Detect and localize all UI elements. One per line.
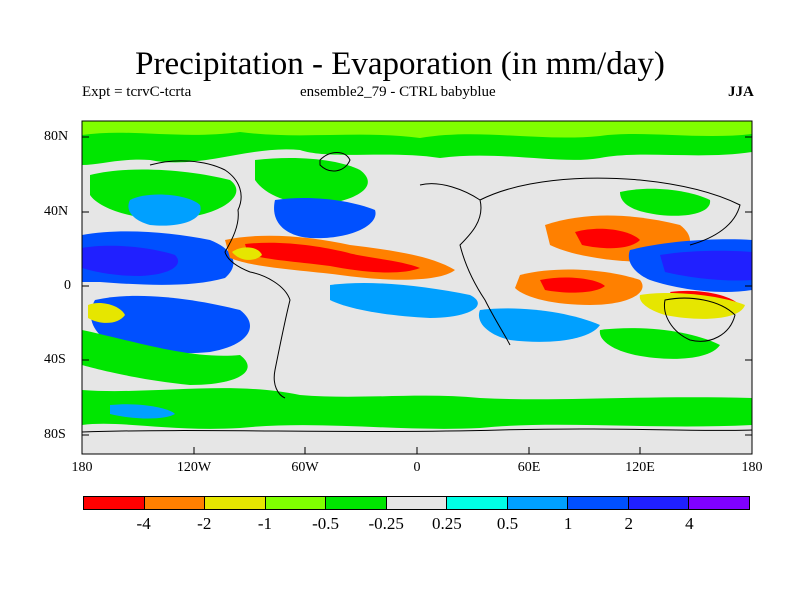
colorbar-swatch [447,497,508,509]
region-sind-blue [478,308,600,342]
coast-australia [663,297,736,342]
coast-antarctica [81,428,753,433]
colorbar-swatch [628,497,690,509]
region-npac-blue [128,194,201,226]
colorbar-swatch [507,497,569,509]
colorbar-swatch [326,497,387,509]
region-itcz-red [245,242,420,273]
colorbar-label: 2 [624,514,633,533]
map-field [82,121,752,454]
lon-tick-180w: 180 [71,460,93,475]
colorbar-label: -0.25 [368,514,404,533]
colorbar-label: -4 [136,514,151,533]
season-label: JJA [728,84,754,100]
chart-title: Precipitation - Evaporation (in mm/day) [135,46,665,82]
colorbar-label: -0.5 [312,514,339,533]
lon-tick-120e: 120E [625,460,655,475]
region-spac-green [82,330,248,385]
colorbar [83,496,750,510]
lon-tick-120w: 120W [176,460,212,475]
lon-ticks [81,447,753,454]
region-southern-blue [110,404,175,419]
lon-tick-60e: 60E [517,460,541,475]
colorbar-label: 4 [685,514,694,533]
colorbar-swatch [84,497,145,509]
coast-eurasia [479,177,741,246]
region-north-light [82,121,752,138]
region-spac-blue [90,295,250,354]
colorbar-label: 1 [563,514,573,533]
ensemble-label: ensemble2_79 - CTRL babyblue [300,84,496,100]
coast-greenland [319,152,351,172]
experiment-label: Expt = tcrvC-tcrta [82,84,192,100]
lon-tick-0: 0 [413,460,421,475]
lat-tick-40n: 40N [44,204,69,219]
coast-south-america [249,271,291,399]
colorbar-swatch [568,497,629,509]
coast-europe-africa [419,183,511,346]
region-natl-blue [274,198,376,239]
colorbar-label: -1 [257,514,272,533]
region-wpac-deep [660,250,752,281]
lat-tick-80s: 80S [44,427,66,442]
region-monsoon-red [575,228,640,249]
colorbar-swatch [205,497,266,509]
region-sind-green [599,328,720,359]
region-southern-green [82,388,752,429]
colorbar-swatch [386,497,448,509]
lat-tick-80n: 80N [44,129,69,144]
lon-tick-60w: 60W [291,460,319,475]
lon-tick-180e: 180 [741,460,763,475]
coastlines [81,152,753,433]
region-itcz-yellow [232,247,262,260]
region-sio-red [540,277,605,293]
lat-ticks [82,136,752,436]
region-epac-deep [82,245,179,276]
colorbar-swatch [689,497,750,509]
region-asia-green [620,188,711,216]
colorbar-swatch [265,497,327,509]
region-eqatl-blue [330,283,478,318]
colorbar-label: 0.25 [431,514,462,533]
colorbar-swatch [144,497,206,509]
region-spac-yellow [88,303,125,323]
colorbar-label: -2 [197,514,212,533]
lat-tick-0: 0 [64,278,71,293]
lat-tick-40s: 40S [44,352,66,367]
colorbar-label: 0.5 [496,514,519,533]
coast-north-america [149,160,251,273]
